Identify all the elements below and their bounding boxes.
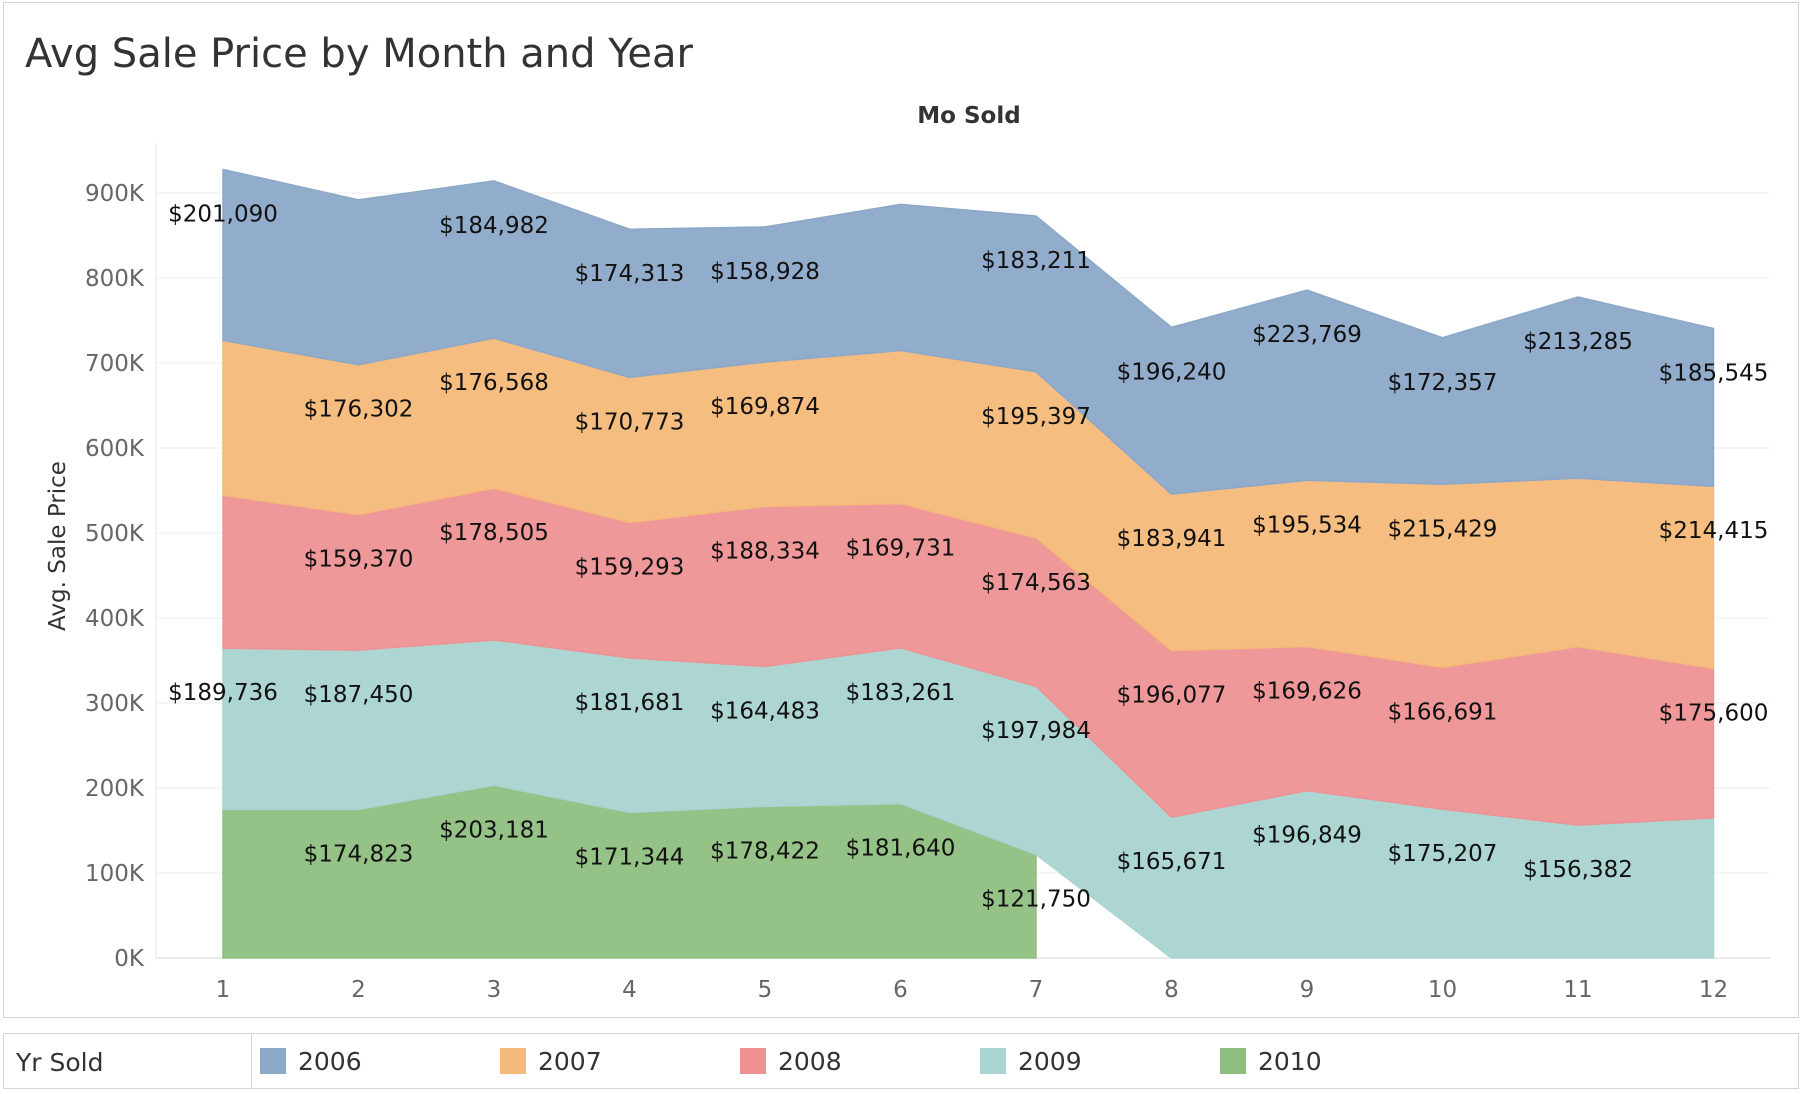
y-tick-label: 200K: [85, 776, 145, 802]
data-label: $183,211: [981, 248, 1091, 274]
area-layer: [222, 168, 1715, 959]
data-label: $176,302: [304, 397, 414, 423]
y-axis-title: Avg. Sale Price: [45, 461, 71, 631]
data-label: $159,293: [575, 555, 685, 581]
x-axis-header: Mo Sold: [917, 103, 1020, 129]
data-label: $178,422: [710, 838, 820, 864]
legend-label: 2009: [1018, 1046, 1082, 1076]
data-label: $197,984: [981, 718, 1091, 744]
data-label: $184,982: [439, 213, 549, 239]
chart-title: Avg Sale Price by Month and Year: [25, 31, 693, 77]
data-label: $174,313: [575, 261, 685, 287]
y-tick-label: 300K: [85, 691, 145, 717]
data-label: $183,261: [846, 680, 956, 706]
data-label: $164,483: [710, 699, 820, 725]
x-tick-label: 11: [1563, 977, 1592, 1003]
legend-swatch: [740, 1048, 766, 1074]
data-label: $201,090: [168, 201, 278, 227]
data-label: $183,941: [1117, 526, 1227, 552]
legend-swatch: [980, 1048, 1006, 1074]
axis-layer: Mo Sold Avg. Sale Price 0K 100K 200K 300K 40…: [45, 103, 1728, 1003]
legend-swatch: [260, 1048, 286, 1074]
x-tick-label: 1: [216, 977, 231, 1003]
data-label: $176,568: [439, 370, 549, 396]
legend-label: 2006: [298, 1046, 362, 1076]
data-label: $195,534: [1252, 512, 1362, 538]
x-tick-label: 3: [487, 977, 502, 1003]
data-label: $169,731: [846, 536, 956, 562]
y-tick-label: 700K: [85, 351, 145, 377]
data-label: $213,285: [1523, 329, 1633, 355]
data-label: $156,382: [1523, 857, 1633, 883]
legend-title: Yr Sold: [16, 1048, 104, 1077]
data-label: $159,370: [304, 547, 414, 573]
data-label: $181,681: [575, 690, 685, 716]
stacked-area-chart: Mo Sold Avg. Sale Price 0K 100K 200K 300K 40…: [45, 103, 1770, 1003]
y-tick-label: 600K: [85, 436, 145, 462]
data-label: $174,563: [981, 570, 1091, 596]
data-label: $196,240: [1117, 359, 1227, 385]
x-tick-label: 6: [893, 977, 908, 1003]
legend-label: 2008: [778, 1046, 842, 1076]
data-label: $158,928: [710, 259, 820, 285]
area-series-2006: [222, 168, 1715, 495]
legend: Yr Sold 2006 2007 2008 2009 2010: [3, 1033, 1799, 1089]
data-label: $215,429: [1388, 516, 1498, 542]
data-label: $189,736: [168, 680, 278, 706]
data-label: $171,344: [575, 844, 685, 870]
chart-panel: Avg Sale Price by Month and Year Mo Sold…: [3, 2, 1799, 1018]
legend-swatch: [1220, 1048, 1246, 1074]
data-label: $169,626: [1252, 678, 1362, 704]
y-tick-label: 500K: [85, 521, 145, 547]
x-tick-label: 12: [1699, 977, 1728, 1003]
data-label: $170,773: [575, 409, 685, 435]
legend-item-2009[interactable]: 2009: [980, 1044, 1082, 1078]
data-label: $196,077: [1117, 683, 1227, 709]
data-label: $169,874: [710, 394, 820, 420]
data-label: $188,334: [710, 538, 820, 564]
data-label: $203,181: [439, 817, 549, 843]
data-label: $181,640: [846, 836, 956, 862]
legend-divider: [251, 1034, 252, 1088]
legend-item-2010[interactable]: 2010: [1220, 1044, 1322, 1078]
data-label: $223,769: [1252, 322, 1362, 348]
data-label: $195,397: [981, 404, 1091, 430]
data-label: $178,505: [439, 520, 549, 546]
data-label: $214,415: [1659, 518, 1769, 544]
legend-item-2007[interactable]: 2007: [500, 1044, 602, 1078]
y-tick-label: 800K: [85, 266, 145, 292]
data-label: $166,691: [1388, 699, 1498, 725]
data-label: $172,357: [1388, 370, 1498, 396]
data-label-layer: $174,823 $203,181 $171,344 $178,422 $181,640…: [168, 201, 1768, 912]
x-tick-label: 9: [1300, 977, 1315, 1003]
data-label: $165,671: [1117, 849, 1227, 875]
data-label: $174,823: [304, 841, 414, 867]
legend-item-2008[interactable]: 2008: [740, 1044, 842, 1078]
x-tick-label: 4: [622, 977, 637, 1003]
data-label: $175,207: [1388, 841, 1498, 867]
x-tick-label: 8: [1164, 977, 1179, 1003]
data-label: $121,750: [981, 887, 1091, 913]
legend-label: 2010: [1258, 1046, 1322, 1076]
data-label: $185,545: [1659, 361, 1769, 387]
y-tick-label: 900K: [85, 181, 145, 207]
x-tick-label: 7: [1029, 977, 1044, 1003]
data-label: $187,450: [304, 682, 414, 708]
x-tick-label: 5: [758, 977, 773, 1003]
y-tick-label: 100K: [85, 861, 145, 887]
y-tick-label: 0K: [114, 946, 145, 972]
data-label: $196,849: [1252, 823, 1362, 849]
legend-item-2006[interactable]: 2006: [260, 1044, 362, 1078]
y-tick-label: 400K: [85, 606, 145, 632]
legend-swatch: [500, 1048, 526, 1074]
x-tick-label: 2: [351, 977, 366, 1003]
legend-label: 2007: [538, 1046, 602, 1076]
data-label: $175,600: [1659, 700, 1769, 726]
x-tick-label: 10: [1428, 977, 1457, 1003]
